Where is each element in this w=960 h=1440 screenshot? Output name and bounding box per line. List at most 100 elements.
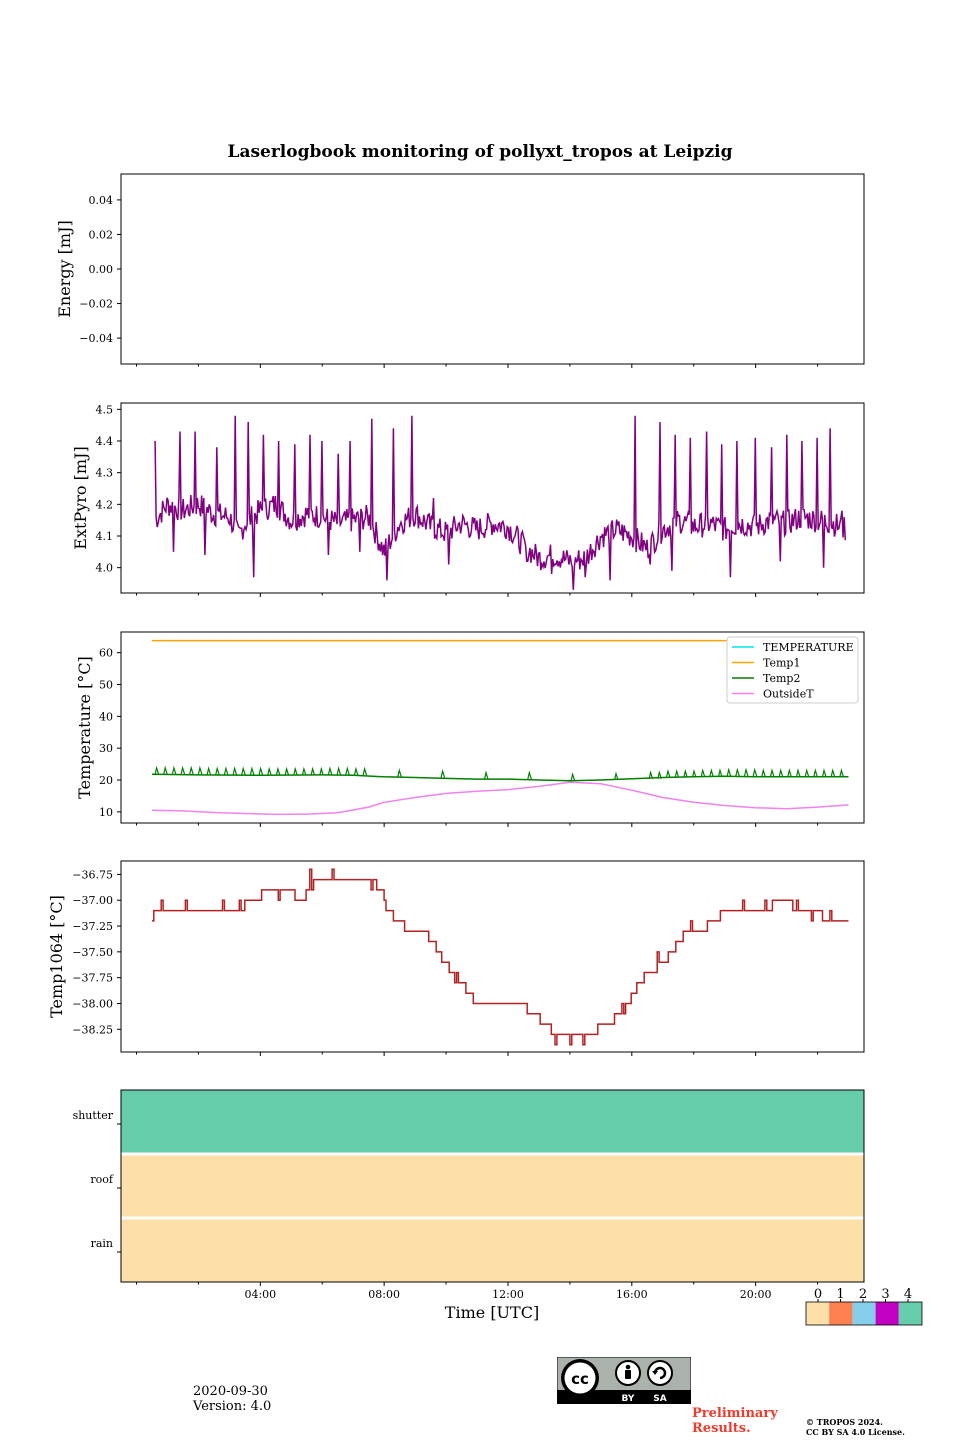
temp2-bump bbox=[648, 770, 654, 779]
colorbar-label: 2 bbox=[859, 1287, 867, 1302]
panel-status: shutter roof rain bbox=[73, 1089, 865, 1283]
temp2-bump bbox=[258, 766, 264, 776]
panel-series bbox=[152, 868, 849, 1046]
legend: TEMPERATURE Temp1 Temp2 OutsideT bbox=[726, 636, 859, 704]
temp2-bump bbox=[700, 768, 706, 777]
temp2-bump bbox=[683, 768, 688, 778]
temp2-bump bbox=[232, 766, 238, 776]
series-extpyro bbox=[154, 415, 847, 590]
y-tick-label: 60 bbox=[99, 647, 113, 660]
temp2-bump bbox=[275, 766, 281, 776]
badge-by-label: BY bbox=[622, 1394, 635, 1404]
status-panel-frame bbox=[120, 1089, 865, 1283]
y-axis-label: Temp1064 [°C] bbox=[47, 895, 66, 1018]
series-outsidet-line bbox=[151, 781, 849, 816]
panel-frame bbox=[120, 173, 865, 365]
panel-frame bbox=[120, 631, 865, 824]
temp2-bump bbox=[301, 766, 307, 776]
colorbar-label: 1 bbox=[836, 1287, 844, 1302]
temp2-bump bbox=[839, 768, 844, 777]
temp2-bump bbox=[171, 765, 177, 775]
colorbar-frame bbox=[805, 1301, 923, 1326]
y-tick-label: 0.00 bbox=[89, 263, 114, 276]
temp2-bump bbox=[249, 766, 255, 776]
temp2-bump bbox=[197, 765, 203, 775]
temp2-bump bbox=[717, 768, 723, 777]
temp2-bump bbox=[570, 772, 576, 781]
y-tick-label: 10 bbox=[99, 806, 113, 819]
temp2-bump bbox=[362, 766, 368, 776]
preliminary-line-1: Preliminary bbox=[692, 1406, 778, 1421]
temp2-bump bbox=[483, 770, 489, 780]
temp2-bump bbox=[319, 766, 324, 776]
colorbar-segment-1 bbox=[829, 1302, 853, 1325]
y-tick-label: 20 bbox=[99, 774, 113, 787]
panel-frame bbox=[120, 402, 865, 594]
y-tick-label: −37.00 bbox=[72, 894, 113, 907]
temp2-bump bbox=[752, 767, 758, 777]
temp2-bump bbox=[726, 767, 732, 777]
temp2-bump bbox=[154, 765, 160, 775]
y-tick-label: −37.25 bbox=[72, 920, 113, 933]
y-tick-label: −0.04 bbox=[79, 332, 113, 345]
temp2-bump bbox=[284, 766, 290, 776]
series-temp2 bbox=[151, 765, 849, 782]
temp2-bump bbox=[778, 768, 784, 777]
temp2-bump bbox=[527, 770, 532, 780]
y-axis-label: Energy [mJ] bbox=[55, 220, 74, 318]
y-axis-label: ExtPyro [mJ] bbox=[71, 446, 90, 549]
temp2-bump bbox=[743, 767, 749, 777]
legend-label-temp1: Temp1 bbox=[763, 657, 800, 670]
y-tick-label: 40 bbox=[99, 710, 113, 723]
status-row-roof bbox=[121, 1154, 864, 1218]
legend-label-temperature: TEMPERATURE bbox=[763, 641, 854, 654]
preliminary-results-note: Preliminary Results. bbox=[692, 1406, 778, 1436]
colorbar-segment-4 bbox=[898, 1302, 922, 1325]
y-tick-label: 50 bbox=[99, 679, 113, 692]
y-tick-label: 4.5 bbox=[96, 403, 114, 416]
x-tick-label: 20:00 bbox=[740, 1288, 772, 1301]
temp2-bump bbox=[215, 766, 220, 776]
temp2-bump bbox=[397, 768, 402, 777]
temp2-bump bbox=[327, 766, 333, 776]
y-axis-label: Temperature [°C] bbox=[75, 656, 94, 799]
y-tick-label: −38.25 bbox=[72, 1023, 113, 1036]
temp2-bump bbox=[821, 768, 827, 777]
y-tick-label: 4.0 bbox=[96, 562, 114, 575]
y-tick-label: 4.4 bbox=[96, 435, 114, 448]
temp2-bump bbox=[241, 766, 246, 776]
temp2-bump bbox=[353, 766, 359, 776]
temp2-bump bbox=[440, 768, 446, 778]
chart-title: Laserlogbook monitoring of pollyxt_tropo… bbox=[227, 142, 732, 162]
y-tick-label: 4.2 bbox=[96, 498, 114, 511]
temp2-bump bbox=[310, 766, 316, 776]
temp2-bump bbox=[206, 766, 212, 776]
panel-series bbox=[154, 415, 847, 590]
temp2-bump bbox=[657, 770, 662, 779]
cc-icon-text: cc bbox=[571, 1370, 589, 1388]
status-row-rain bbox=[121, 1218, 864, 1282]
temp2-bump bbox=[345, 766, 350, 776]
preliminary-line-2: Results. bbox=[692, 1421, 751, 1436]
temp2-bump bbox=[267, 766, 272, 776]
y-tick-label: 4.1 bbox=[96, 530, 114, 543]
series-temp1064-line bbox=[152, 868, 849, 1046]
colorbar-label: 4 bbox=[904, 1287, 912, 1302]
share-alike-icon bbox=[647, 1360, 673, 1386]
series-temp2-line bbox=[151, 773, 849, 782]
temp2-bump bbox=[709, 768, 714, 777]
status-row-label: shutter bbox=[73, 1109, 114, 1122]
status-row-label: roof bbox=[90, 1173, 114, 1186]
footer-version: Version: 4.0 bbox=[193, 1399, 272, 1414]
copyright-note: © TROPOS 2024. CC BY SA 4.0 License. bbox=[806, 1417, 905, 1437]
copyright-line-1: © TROPOS 2024. bbox=[806, 1417, 883, 1427]
temp2-bump bbox=[795, 768, 801, 777]
x-axis: 04:00 08:00 12:00 16:00 20:00 bbox=[135, 1282, 819, 1301]
colorbar-label: 0 bbox=[814, 1287, 822, 1302]
temp2-bump bbox=[223, 766, 229, 776]
temp2-bump bbox=[189, 765, 194, 775]
